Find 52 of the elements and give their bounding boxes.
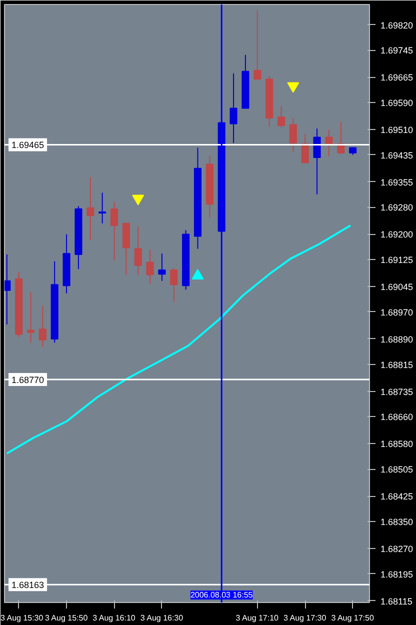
candlestick [230, 72, 238, 144]
candlestick [134, 226, 142, 276]
y-tick-label: 1.68270 [380, 544, 414, 554]
y-tick-label: 1.68815 [380, 360, 414, 370]
candlestick [277, 106, 286, 128]
x-tick-label: 3 Aug 17:10 [236, 614, 280, 622]
candlestick [301, 134, 309, 164]
candlestick [146, 249, 154, 284]
x-tick-label: 3 Aug 17:30 [284, 614, 327, 622]
ref-line-label: 2006.08.03 16:55 [190, 590, 254, 600]
y-tick-label: 1.68970 [380, 307, 414, 318]
y-tick-label: 1.68505 [380, 464, 414, 475]
candlestick [110, 202, 118, 261]
y-tick-label: 1.69200 [380, 230, 414, 240]
ref-line-label: 1.68770 [12, 375, 44, 386]
y-tick-label: 1.69125 [380, 255, 414, 266]
candlestick [4, 254, 11, 325]
candlestick [86, 176, 94, 240]
y-tick-label: 1.68735 [380, 386, 414, 397]
y-tick-label: 1.69665 [380, 72, 414, 83]
candlestick [98, 192, 106, 224]
y-tick-label: 1.68195 [380, 569, 414, 580]
x-tick-label: 3 Aug 16:10 [92, 614, 136, 622]
y-tick-label: 1.69590 [380, 98, 414, 108]
ref-line-label: 1.68163 [12, 580, 44, 590]
candlestick [289, 118, 297, 152]
candlestick [26, 292, 35, 344]
y-tick-label: 1.68660 [380, 412, 414, 422]
candlestick [38, 305, 46, 348]
candlestick [170, 268, 178, 303]
y-tick-label: 1.69510 [380, 125, 414, 136]
x-tick-label: 3 Aug 17:50 [331, 614, 374, 622]
y-tick-label: 1.69745 [380, 46, 414, 56]
ref-line-label: 1.69465 [12, 140, 44, 150]
y-tick-label: 1.69045 [380, 282, 414, 292]
y-tick-label: 1.69435 [380, 150, 414, 160]
y-tick-label: 1.69355 [380, 177, 414, 188]
y-tick-label: 1.69280 [380, 202, 414, 213]
y-tick-label: 1.68890 [380, 334, 414, 344]
candlestick [325, 129, 333, 158]
y-tick-label: 1.68115 [380, 596, 412, 606]
y-tick-label: 1.69820 [380, 20, 414, 30]
candlestick [158, 253, 166, 282]
line-series [6, 224, 352, 455]
y-tick-label: 1.68425 [380, 492, 414, 502]
x-tick-label: 3 Aug 15:50 [44, 614, 88, 622]
x-tick-label: 3 Aug 16:30 [140, 614, 184, 622]
x-tick-label: 3 Aug 15:30 [0, 614, 44, 622]
y-tick-label: 1.68350 [380, 516, 414, 527]
y-tick-label: 1.68580 [380, 439, 414, 450]
candlestick [313, 128, 321, 195]
candlestick [254, 10, 262, 80]
